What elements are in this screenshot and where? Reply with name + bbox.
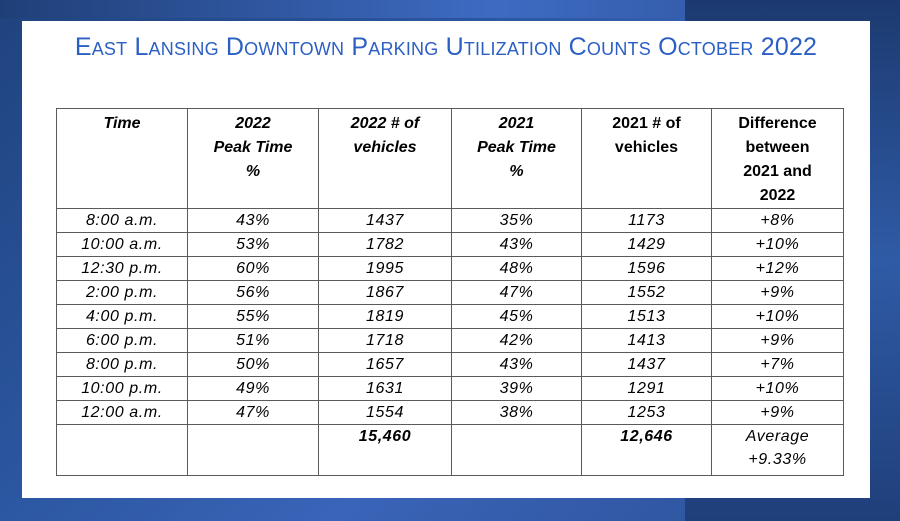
parking-utilization-table: Time 2022 Peak Time% 2022 # of vehicles 20… (56, 108, 844, 476)
vehicles-2021-cell: 1552 (581, 280, 712, 305)
table-row: 4:00 p.m. 55% 1819 45% 1513 +10% (56, 304, 844, 329)
time-cell: 6:00 p.m. (56, 328, 188, 353)
total-2021-vehicles: 12,646 (581, 424, 712, 476)
header-line: 2022 # of (350, 115, 420, 132)
average-value: +9.33% (748, 451, 807, 468)
vehicles-2022-cell: 1437 (318, 208, 452, 233)
header-line: vehicles (353, 139, 417, 156)
header-line: Difference (738, 115, 817, 132)
peak-2021-cell: 47% (451, 280, 582, 305)
peak-2022-cell: 47% (187, 400, 319, 425)
slide-title: East Lansing Downtown Parking Utilizatio… (74, 33, 818, 61)
header-line: 2021 # of (612, 115, 681, 132)
header-2021-peak: 2021 Peak Time% (451, 108, 582, 209)
vehicles-2022-cell: 1631 (318, 376, 452, 401)
time-cell: 4:00 p.m. (56, 304, 188, 329)
header-line: 2021 (498, 115, 535, 132)
total-2022-vehicles: 15,460 (318, 424, 452, 476)
vehicles-2022-cell: 1867 (318, 280, 452, 305)
peak-2022-cell: 56% (187, 280, 319, 305)
peak-2021-cell: 48% (451, 256, 582, 281)
header-line: % (509, 163, 524, 180)
vehicles-2021-cell: 1513 (581, 304, 712, 329)
vehicles-2022-cell: 1782 (318, 232, 452, 257)
header-2022-peak: 2022 Peak Time% (187, 108, 319, 209)
totals-empty-cell (451, 424, 582, 476)
peak-2022-cell: 55% (187, 304, 319, 329)
header-2021-vehicles: 2021 # of vehicles (581, 108, 712, 209)
peak-2021-cell: 38% (451, 400, 582, 425)
header-line: between (745, 139, 810, 156)
vehicles-2022-cell: 1657 (318, 352, 452, 377)
time-cell: 8:00 p.m. (56, 352, 188, 377)
header-line: 2022 (759, 187, 796, 204)
table-row: 10:00 a.m. 53% 1782 43% 1429 +10% (56, 232, 844, 257)
time-cell: 2:00 p.m. (56, 280, 188, 305)
time-cell: 10:00 a.m. (56, 232, 188, 257)
header-line: Peak Time (477, 139, 556, 156)
peak-2021-cell: 43% (451, 232, 582, 257)
vehicles-2021-cell: 1413 (581, 328, 712, 353)
difference-cell: +10% (711, 376, 844, 401)
table-row: 6:00 p.m. 51% 1718 42% 1413 +9% (56, 328, 844, 353)
vehicles-2022-cell: 1819 (318, 304, 452, 329)
table-row: 8:00 p.m. 50% 1657 43% 1437 +7% (56, 352, 844, 377)
header-time: Time (56, 108, 188, 209)
difference-cell: +12% (711, 256, 844, 281)
vehicles-2021-cell: 1173 (581, 208, 712, 233)
vehicles-2021-cell: 1596 (581, 256, 712, 281)
difference-cell: +10% (711, 232, 844, 257)
difference-cell: +10% (711, 304, 844, 329)
peak-2022-cell: 60% (187, 256, 319, 281)
peak-2021-cell: 42% (451, 328, 582, 353)
peak-2021-cell: 45% (451, 304, 582, 329)
table-row: 12:00 a.m. 47% 1554 38% 1253 +9% (56, 400, 844, 425)
peak-2021-cell: 39% (451, 376, 582, 401)
vehicles-2021-cell: 1437 (581, 352, 712, 377)
totals-empty-cell (56, 424, 188, 476)
table-row: 12:30 p.m. 60% 1995 48% 1596 +12% (56, 256, 844, 281)
vehicles-2021-cell: 1429 (581, 232, 712, 257)
time-cell: 12:30 p.m. (56, 256, 188, 281)
average-label: Average (745, 428, 810, 445)
background-band (0, 0, 900, 18)
table-row: 10:00 p.m. 49% 1631 39% 1291 +10% (56, 376, 844, 401)
totals-row: 15,460 12,646 Average +9.33% (56, 424, 844, 476)
peak-2021-cell: 35% (451, 208, 582, 233)
peak-2021-cell: 43% (451, 352, 582, 377)
header-2022-vehicles: 2022 # of vehicles (318, 108, 452, 209)
peak-2022-cell: 53% (187, 232, 319, 257)
header-line: vehicles (614, 139, 679, 156)
peak-2022-cell: 51% (187, 328, 319, 353)
header-line: Time (103, 115, 141, 132)
vehicles-2021-cell: 1291 (581, 376, 712, 401)
time-cell: 12:00 a.m. (56, 400, 188, 425)
header-difference: Difference between 2021 and 2022 (711, 108, 844, 209)
table-header-row: Time 2022 Peak Time% 2022 # of vehicles 20… (56, 108, 844, 209)
difference-cell: +9% (711, 328, 844, 353)
average-difference-cell: Average +9.33% (711, 424, 844, 476)
difference-cell: +9% (711, 280, 844, 305)
difference-cell: +8% (711, 208, 844, 233)
vehicles-2022-cell: 1554 (318, 400, 452, 425)
vehicles-2022-cell: 1995 (318, 256, 452, 281)
peak-2022-cell: 49% (187, 376, 319, 401)
header-line: % (245, 163, 261, 180)
time-cell: 10:00 p.m. (56, 376, 188, 401)
totals-empty-cell (187, 424, 319, 476)
time-cell: 8:00 a.m. (56, 208, 188, 233)
vehicles-2021-cell: 1253 (581, 400, 712, 425)
peak-2022-cell: 43% (187, 208, 319, 233)
header-line: Peak Time (213, 139, 293, 156)
difference-cell: +7% (711, 352, 844, 377)
table-row: 2:00 p.m. 56% 1867 47% 1552 +9% (56, 280, 844, 305)
header-line: 2021 and (743, 163, 812, 180)
slide: East Lansing Downtown Parking Utilizatio… (22, 21, 870, 498)
vehicles-2022-cell: 1718 (318, 328, 452, 353)
peak-2022-cell: 50% (187, 352, 319, 377)
header-line: 2022 (235, 115, 271, 132)
table-row: 8:00 a.m. 43% 1437 35% 1173 +8% (56, 208, 844, 233)
difference-cell: +9% (711, 400, 844, 425)
